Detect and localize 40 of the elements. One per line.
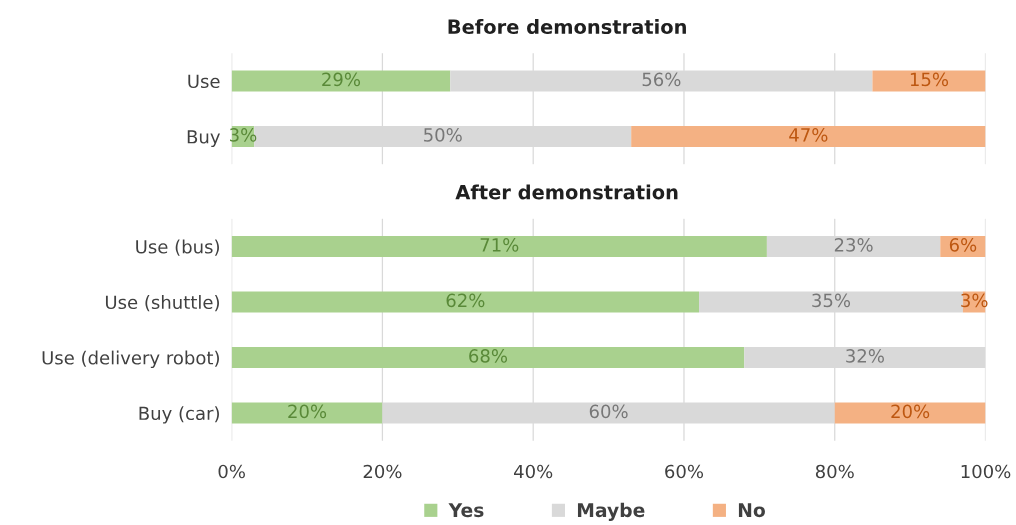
legend-label: Yes (448, 503, 484, 518)
chart-title: After demonstration (455, 184, 678, 200)
bar (631, 125, 986, 148)
data-label: 47% (789, 128, 828, 142)
x-tick-label: 40% (514, 464, 553, 479)
bar (231, 235, 767, 257)
chart-title: Before demonstration (448, 19, 686, 35)
y-tick-label: Buy (187, 130, 220, 148)
data-label: 20% (891, 404, 930, 419)
data-label: 35% (812, 293, 851, 308)
bar (231, 346, 745, 369)
data-label: 6% (949, 238, 977, 252)
data-label: 60% (589, 404, 628, 419)
y-tick-label: Use (bus) (136, 239, 219, 256)
x-tick-label: 100% (961, 464, 1011, 479)
bar (231, 70, 451, 92)
data-label: 20% (288, 404, 327, 419)
legend-label: No (738, 503, 765, 518)
x-tick-label: 60% (665, 464, 704, 479)
bar (872, 70, 986, 92)
y-tick-label: Buy (car) (139, 406, 219, 424)
data-label: 68% (469, 349, 508, 363)
y-tick-label: Use (188, 74, 220, 89)
data-label: 56% (642, 72, 681, 87)
data-label: 32% (846, 349, 884, 363)
x-tick-label: 80% (815, 464, 854, 479)
data-label: 50% (424, 128, 462, 142)
bar (834, 402, 986, 424)
data-label: 62% (446, 293, 485, 308)
data-label: 23% (834, 238, 873, 252)
data-label: 29% (322, 72, 361, 87)
y-tick-label: Use (shuttle) (105, 295, 219, 312)
data-label: 71% (480, 238, 519, 252)
bar (231, 291, 700, 313)
x-tick-label: 0% (218, 464, 245, 479)
legend-label: Maybe (577, 502, 645, 521)
data-label: 15% (910, 72, 949, 87)
x-tick-label: 20% (363, 464, 402, 479)
y-tick-label: Use (delivery robot) (42, 350, 219, 369)
bar (231, 402, 383, 424)
